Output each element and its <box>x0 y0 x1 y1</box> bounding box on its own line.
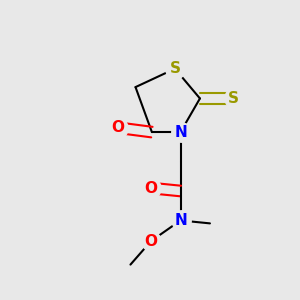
Text: N: N <box>174 124 187 140</box>
Text: O: O <box>112 120 124 135</box>
Text: N: N <box>174 213 187 228</box>
Text: S: S <box>228 91 239 106</box>
Text: O: O <box>145 181 158 196</box>
Text: O: O <box>145 233 158 248</box>
Text: S: S <box>169 61 181 76</box>
